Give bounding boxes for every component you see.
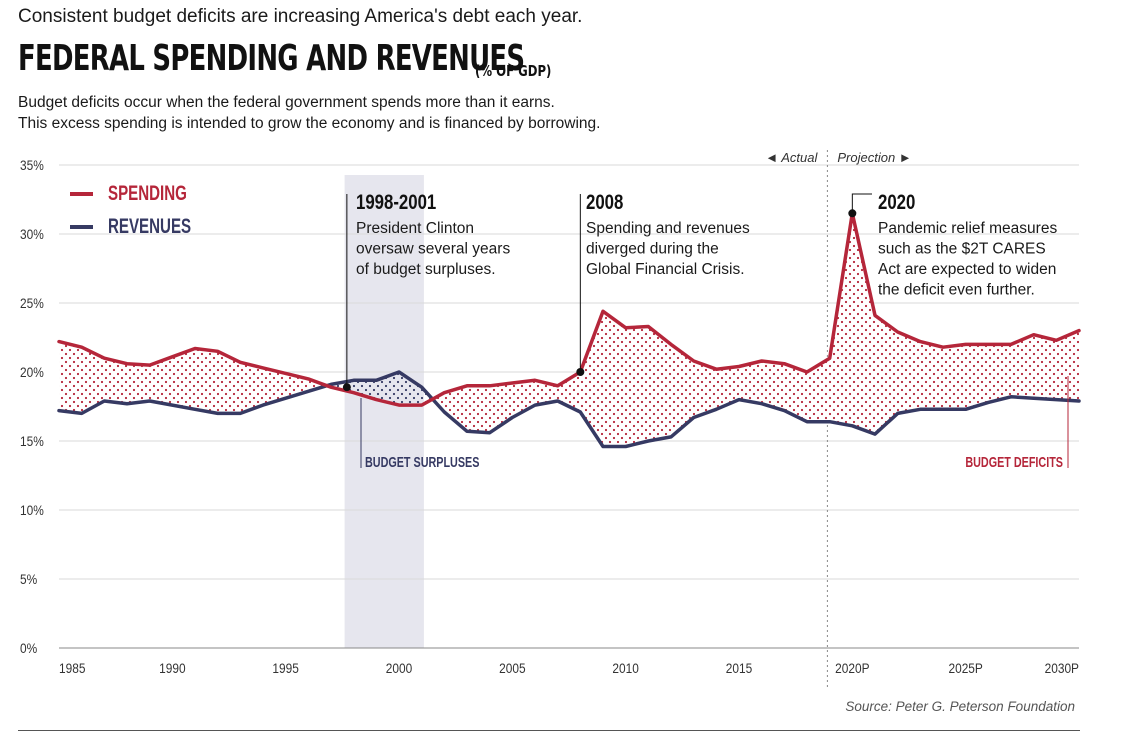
description-line-2: This excess spending is intended to grow… <box>18 115 601 132</box>
budget-surpluses-label: BUDGET SURPLUSES <box>365 453 480 470</box>
legend-label: SPENDING <box>108 180 187 204</box>
revenues-line <box>57 370 1081 449</box>
annotation-text: President Clinton <box>356 220 474 237</box>
annotation-leader <box>851 193 872 214</box>
annotation-dot <box>848 209 857 218</box>
description-line-1: Budget deficits occur when the federal g… <box>18 94 555 111</box>
actual-label: ◄ Actual <box>765 150 818 165</box>
bottom-rule <box>18 730 1080 731</box>
annotation-heading: 1998-2001 <box>356 191 437 214</box>
surplus-area <box>326 372 433 406</box>
legend-label: REVENUES <box>108 213 191 237</box>
x-tick-label: 2010 <box>612 660 638 676</box>
annotation-heading: 2020 <box>878 191 915 214</box>
x-tick-label: 2000 <box>386 660 412 676</box>
source-note: Source: Peter G. Peterson Foundation <box>845 699 1075 714</box>
x-tick-label: 1995 <box>272 660 298 676</box>
y-tick-label: 35% <box>20 157 44 173</box>
annotation-text: Act are expected to widen <box>878 261 1056 278</box>
x-tick-label: 1990 <box>159 660 185 676</box>
y-tick-label: 15% <box>20 433 44 449</box>
x-tick-label: 2020P <box>835 660 869 676</box>
chart-unit: (% OF GDP) <box>475 62 552 80</box>
spending-line <box>57 211 1081 407</box>
annotation-text: of budget surpluses. <box>356 261 496 278</box>
chart-kicker: Consistent budget deficits are increasin… <box>18 6 583 27</box>
annotation-text: Pandemic relief measures <box>878 220 1057 237</box>
deficit-area <box>432 213 1080 447</box>
chart-title: FEDERAL SPENDING AND REVENUES <box>18 38 525 79</box>
annotation-dot <box>576 368 585 376</box>
annotation-text: Spending and revenues <box>586 220 750 237</box>
y-tick-label: 10% <box>20 502 44 518</box>
y-tick-label: 30% <box>20 226 44 242</box>
annotation-text: Global Financial Crisis. <box>586 261 745 278</box>
annotation-text: oversaw several years <box>356 241 510 258</box>
x-tick-label: 2030P <box>1045 660 1079 676</box>
x-tick-label: 1985 <box>59 660 85 676</box>
surplus-period-band <box>344 175 424 648</box>
x-tick-label: 2015 <box>726 660 752 676</box>
annotation-text: such as the $2T CARES <box>878 241 1046 258</box>
budget-deficits-label: BUDGET DEFICITS <box>965 453 1063 470</box>
y-tick-label: 0% <box>20 640 38 656</box>
y-tick-label: 25% <box>20 295 44 311</box>
deficit-area <box>59 341 327 414</box>
x-tick-label: 2005 <box>499 660 525 676</box>
y-tick-label: 20% <box>20 364 44 380</box>
y-tick-label: 5% <box>20 571 38 587</box>
annotation-dot <box>342 383 351 392</box>
annotation-heading: 2008 <box>586 191 623 214</box>
x-tick-label: 2025P <box>948 660 982 676</box>
annotation-text: diverged during the <box>586 241 719 258</box>
projection-label: Projection ► <box>837 150 911 165</box>
title-row: FEDERAL SPENDING AND REVENUES <box>18 38 721 79</box>
annotation-text: the deficit even further. <box>878 282 1035 299</box>
